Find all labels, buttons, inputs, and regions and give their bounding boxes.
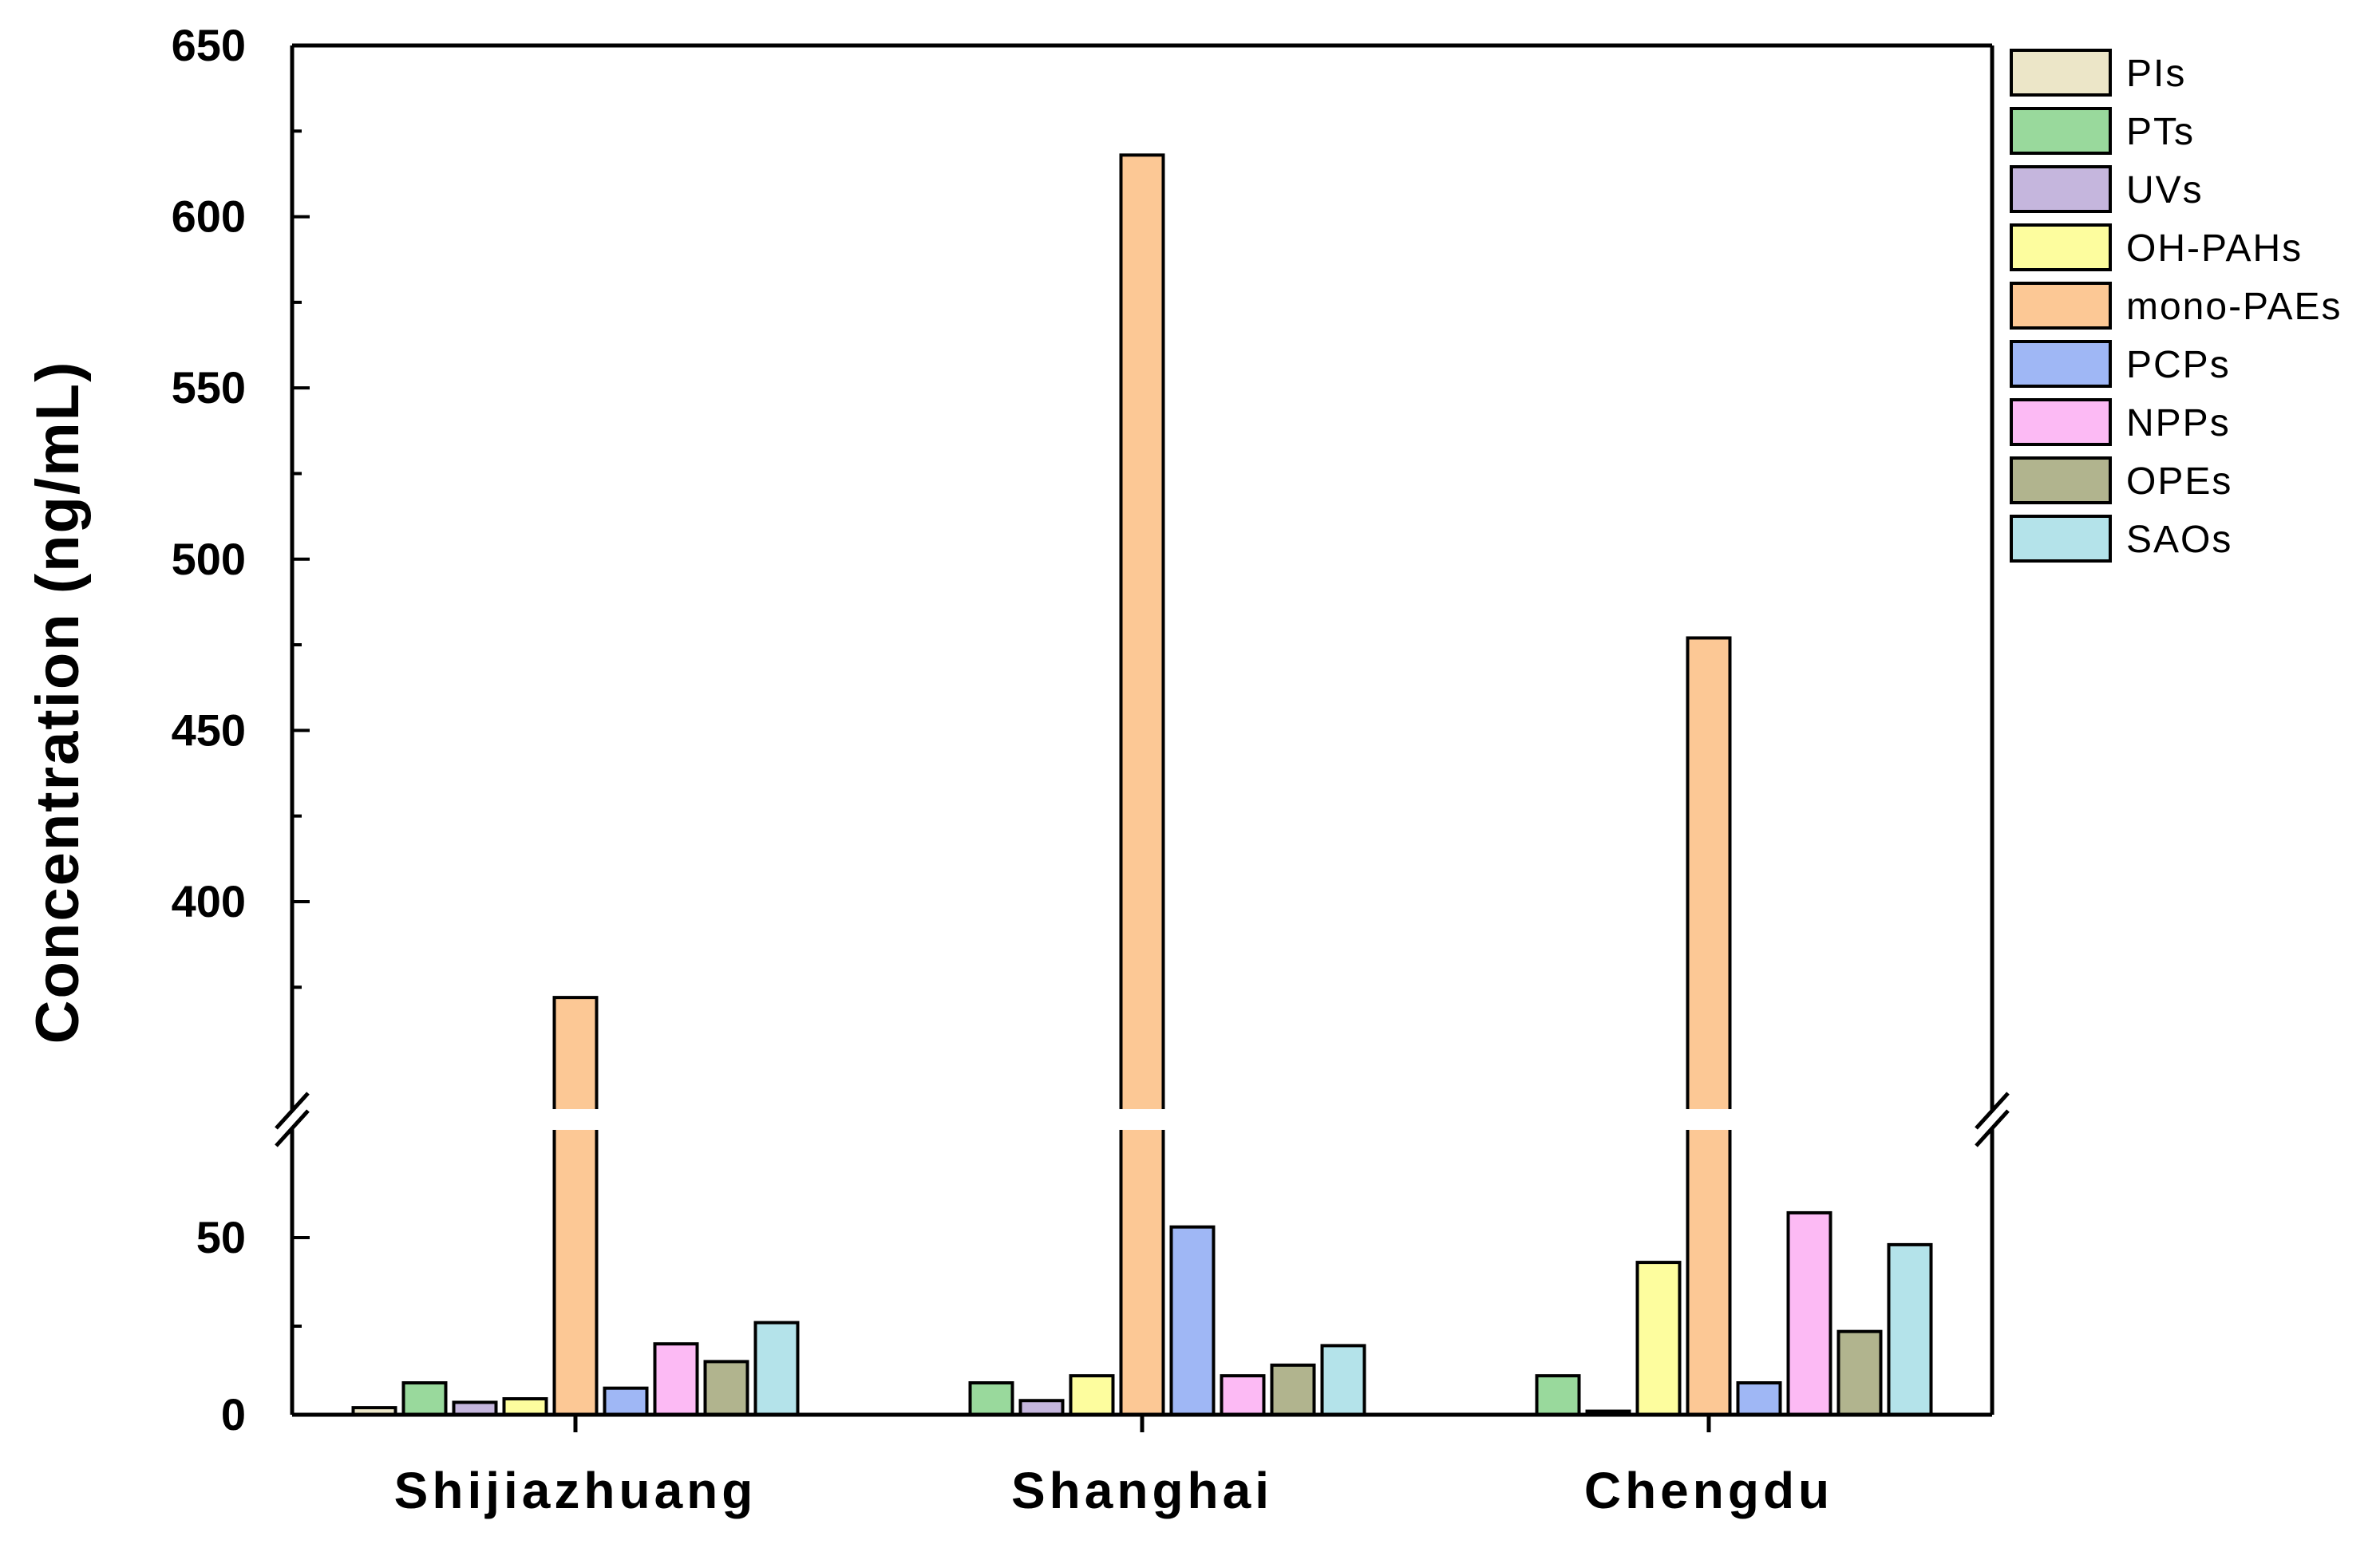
legend-label: OPEs xyxy=(2126,460,2232,503)
bar-OH-PAHs-Shijiazhuang xyxy=(502,1397,548,1417)
y-tick-label: 0 xyxy=(221,1389,246,1439)
bar-NPPs-Chengdu xyxy=(1786,1210,1832,1417)
legend-label: UVs xyxy=(2126,169,2204,211)
bar-break-gap xyxy=(1116,1109,1168,1130)
legend-swatch xyxy=(2010,223,2112,271)
y-tick-label: 600 xyxy=(172,192,246,242)
bar-NPPs-Shanghai xyxy=(1220,1374,1266,1417)
legend-label: OH-PAHs xyxy=(2126,227,2303,270)
axes-layer xyxy=(275,43,2010,1432)
x-tick-label: Chengdu xyxy=(1584,1462,1833,1519)
legend-swatch xyxy=(2010,107,2112,155)
bar-break-gap xyxy=(549,1109,602,1130)
bar-OH-PAHs-Shanghai xyxy=(1069,1374,1115,1417)
legend-label: SAOs xyxy=(2126,519,2232,561)
legend: PIs PTs UVs OH-PAHs mono-PAEs PCPs NPPs OPEs SAO… xyxy=(2010,49,2342,563)
legend-swatch xyxy=(2010,165,2112,213)
legend-label: PTs xyxy=(2126,111,2195,153)
bar-OPEs-Shijiazhuang xyxy=(703,1360,749,1417)
axis-break-mark xyxy=(275,1109,310,1147)
axis-break-mark xyxy=(1975,1092,2010,1130)
bar-mono-PAEs-Chengdu xyxy=(1686,636,1732,1416)
bar-PTs-Shijiazhuang xyxy=(401,1381,448,1417)
legend-swatch xyxy=(2010,340,2112,388)
bar-PCPs-Shijiazhuang xyxy=(603,1386,649,1416)
ticks-layer: 400 450 500 550 600 650 0 50 Shijiazhuang Shangha… xyxy=(172,20,1833,1519)
y-tick-label: 50 xyxy=(196,1212,246,1262)
y-axis-label: Concentration (ng/mL) xyxy=(24,361,92,1044)
bar-break-gap xyxy=(1682,1109,1735,1130)
bar-PTs-Chengdu xyxy=(1535,1374,1581,1417)
legend-swatch xyxy=(2010,398,2112,446)
bar-mono-PAEs-Shijiazhuang xyxy=(552,996,599,1416)
legend-swatch xyxy=(2010,515,2112,563)
bar-SAOs-Shijiazhuang xyxy=(753,1321,800,1417)
y-tick-label: 500 xyxy=(172,534,246,584)
bar-OPEs-Shanghai xyxy=(1270,1363,1316,1416)
axis-break-mark xyxy=(1975,1109,2010,1147)
bar-SAOs-Chengdu xyxy=(1887,1242,1933,1416)
axis-break-mark xyxy=(275,1092,310,1130)
bar-UVs-Shanghai xyxy=(1018,1399,1065,1416)
y-tick-label: 450 xyxy=(172,705,246,755)
x-tick-label: Shijiazhuang xyxy=(394,1462,757,1519)
bar-PTs-Shanghai xyxy=(968,1381,1014,1417)
legend-swatch xyxy=(2010,282,2112,330)
bar-PCPs-Shanghai xyxy=(1169,1225,1216,1417)
legend-label: PIs xyxy=(2126,53,2186,95)
legend-label: PCPs xyxy=(2126,344,2231,386)
bar-OH-PAHs-Chengdu xyxy=(1635,1261,1682,1416)
bars-layer xyxy=(351,153,1933,1417)
bar-SAOs-Shanghai xyxy=(1320,1344,1366,1417)
bar-mono-PAEs-Shanghai xyxy=(1119,153,1165,1417)
legend-label: mono-PAEs xyxy=(2126,286,2342,328)
y-tick-label: 400 xyxy=(172,876,246,926)
y-tick-label: 650 xyxy=(172,20,246,70)
bar-NPPs-Shijiazhuang xyxy=(653,1342,699,1416)
bar-PCPs-Chengdu xyxy=(1736,1381,1782,1417)
legend-label: NPPs xyxy=(2126,402,2231,444)
legend-swatch xyxy=(2010,456,2112,504)
bar-OPEs-Chengdu xyxy=(1836,1329,1883,1417)
x-tick-label: Shanghai xyxy=(1011,1462,1273,1519)
y-tick-label: 550 xyxy=(172,362,246,413)
legend-swatch xyxy=(2010,49,2112,97)
